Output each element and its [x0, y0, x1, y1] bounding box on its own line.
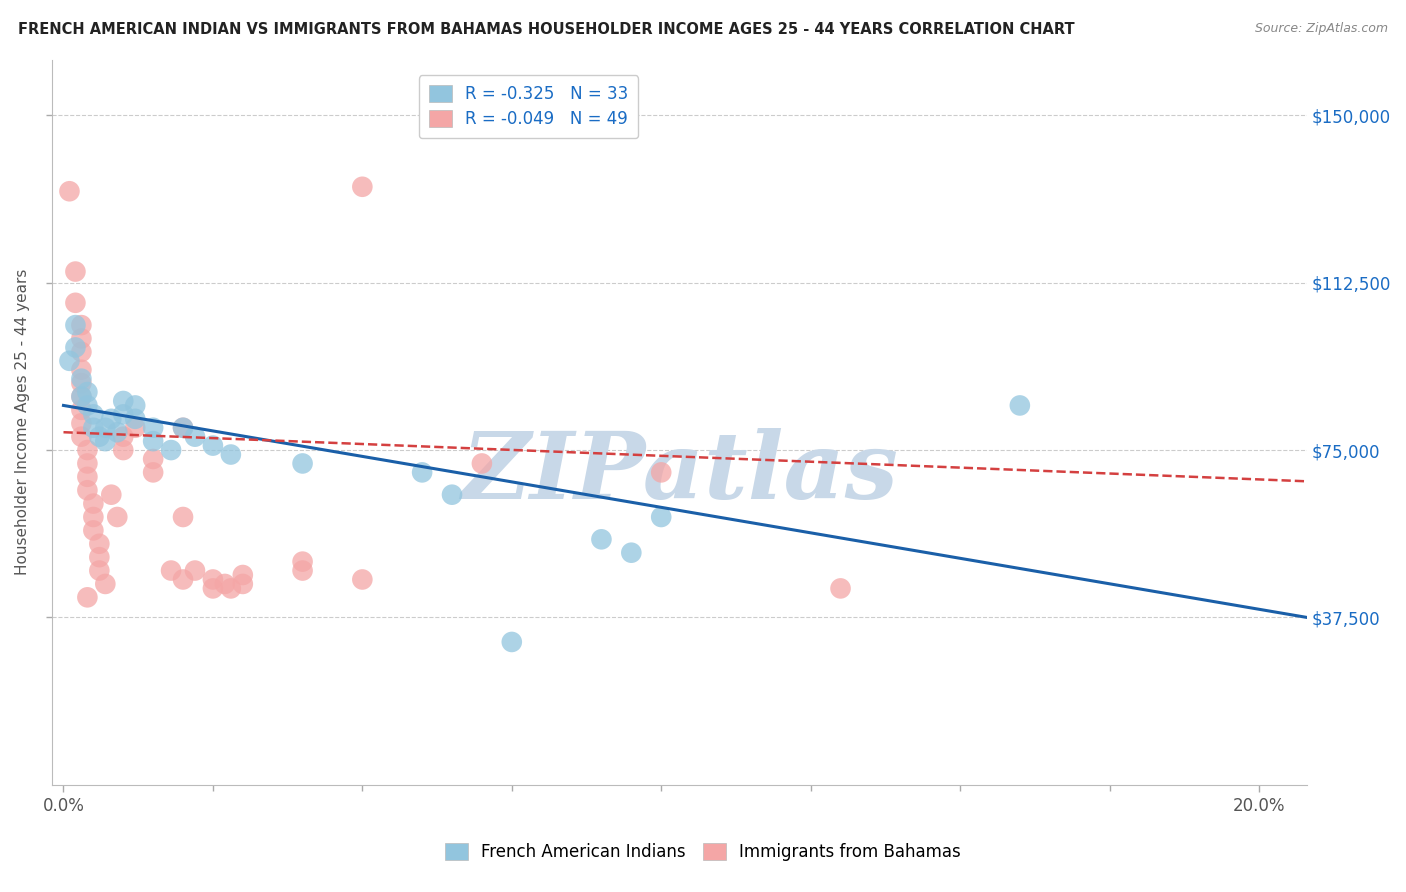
Point — [76, 399, 98, 413]
Point — [82, 510, 104, 524]
Point — [232, 577, 254, 591]
Point — [214, 577, 236, 591]
Point — [201, 573, 224, 587]
Point — [172, 510, 194, 524]
Point — [501, 635, 523, 649]
Point — [620, 546, 643, 560]
Point — [591, 533, 613, 547]
Point — [82, 497, 104, 511]
Point — [65, 340, 87, 354]
Point — [142, 452, 165, 467]
Point — [184, 430, 207, 444]
Point — [160, 564, 183, 578]
Point — [82, 408, 104, 422]
Point — [94, 577, 117, 591]
Point — [184, 564, 207, 578]
Point — [82, 524, 104, 538]
Point — [89, 537, 111, 551]
Text: Source: ZipAtlas.com: Source: ZipAtlas.com — [1254, 22, 1388, 36]
Point — [411, 466, 433, 480]
Point — [352, 573, 374, 587]
Point — [124, 412, 146, 426]
Point — [70, 417, 93, 431]
Point — [65, 318, 87, 332]
Point — [70, 430, 93, 444]
Point — [232, 568, 254, 582]
Text: ZIPatlas: ZIPatlas — [461, 428, 897, 518]
Point — [76, 470, 98, 484]
Point — [70, 363, 93, 377]
Point — [112, 408, 135, 422]
Point — [172, 421, 194, 435]
Point — [58, 354, 80, 368]
Point — [89, 430, 111, 444]
Point — [70, 403, 93, 417]
Point — [830, 582, 852, 596]
Point — [76, 483, 98, 498]
Y-axis label: Householder Income Ages 25 - 44 years: Householder Income Ages 25 - 44 years — [15, 269, 30, 575]
Point — [172, 573, 194, 587]
Point — [160, 443, 183, 458]
Point — [70, 331, 93, 345]
Point — [100, 488, 122, 502]
Point — [172, 421, 194, 435]
Point — [201, 582, 224, 596]
Text: FRENCH AMERICAN INDIAN VS IMMIGRANTS FROM BAHAMAS HOUSEHOLDER INCOME AGES 25 - 4: FRENCH AMERICAN INDIAN VS IMMIGRANTS FRO… — [18, 22, 1076, 37]
Point — [142, 434, 165, 449]
Point — [70, 390, 93, 404]
Point — [94, 421, 117, 435]
Point — [201, 439, 224, 453]
Point — [89, 550, 111, 565]
Point — [112, 394, 135, 409]
Point — [105, 510, 128, 524]
Point — [291, 457, 314, 471]
Point — [70, 344, 93, 359]
Point — [219, 582, 242, 596]
Point — [65, 264, 87, 278]
Point — [70, 372, 93, 386]
Point — [650, 466, 672, 480]
Point — [82, 421, 104, 435]
Point — [76, 443, 98, 458]
Point — [291, 564, 314, 578]
Point — [70, 318, 93, 332]
Point — [94, 434, 117, 449]
Point — [100, 412, 122, 426]
Point — [1008, 399, 1031, 413]
Legend: French American Indians, Immigrants from Bahamas: French American Indians, Immigrants from… — [439, 836, 967, 868]
Point — [58, 184, 80, 198]
Point — [76, 385, 98, 400]
Point — [471, 457, 494, 471]
Point — [291, 555, 314, 569]
Point — [76, 591, 98, 605]
Point — [142, 421, 165, 435]
Point — [76, 457, 98, 471]
Point — [142, 466, 165, 480]
Point — [89, 564, 111, 578]
Point — [65, 295, 87, 310]
Point — [352, 179, 374, 194]
Legend: R = -0.325   N = 33, R = -0.049   N = 49: R = -0.325 N = 33, R = -0.049 N = 49 — [419, 75, 638, 138]
Point — [112, 443, 135, 458]
Point — [70, 376, 93, 391]
Point — [70, 390, 93, 404]
Point — [650, 510, 672, 524]
Point — [105, 425, 128, 440]
Point — [219, 448, 242, 462]
Point — [124, 399, 146, 413]
Point — [124, 421, 146, 435]
Point — [440, 488, 463, 502]
Point — [112, 430, 135, 444]
